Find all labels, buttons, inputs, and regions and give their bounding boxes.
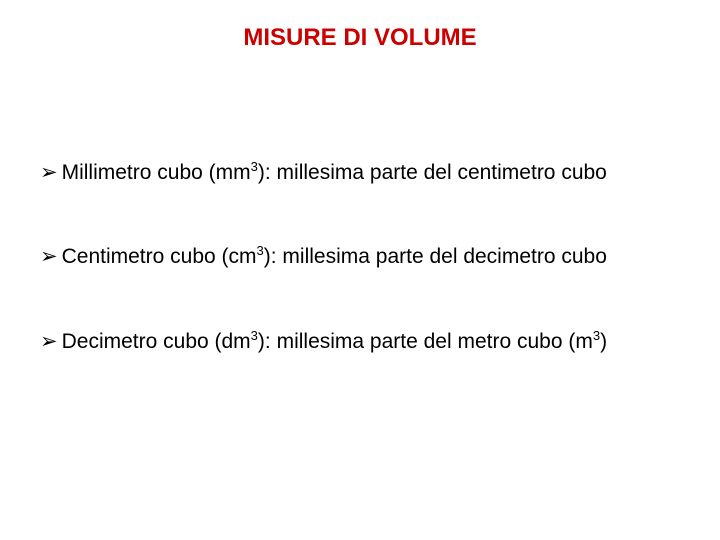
item-text-mid: ): millesima parte del decimetro cubo <box>264 245 607 268</box>
list-item: ➢Millimetro cubo (mm3): millesima parte … <box>40 160 700 186</box>
item-text-pre: Centimetro cubo (cm <box>62 245 257 268</box>
triangle-bullet-icon: ➢ <box>40 160 58 186</box>
slide-page: MISURE DI VOLUME ➢Millimetro cubo (mm3):… <box>0 0 720 540</box>
list-item: ➢Centimetro cubo (cm3): millesima parte … <box>40 244 700 270</box>
item-sup1: 3 <box>257 243 264 258</box>
item-text-mid: ): millesima parte del metro cubo (m <box>258 330 593 353</box>
item-text-post: ) <box>600 330 607 353</box>
page-title: MISURE DI VOLUME <box>0 24 720 52</box>
triangle-bullet-icon: ➢ <box>40 329 58 355</box>
bullet-list: ➢Millimetro cubo (mm3): millesima parte … <box>40 160 700 413</box>
item-sup1: 3 <box>251 328 258 343</box>
item-text-mid: ): millesima parte del centimetro cubo <box>258 161 607 184</box>
item-text-pre: Decimetro cubo (dm <box>62 330 251 353</box>
triangle-bullet-icon: ➢ <box>40 244 58 270</box>
item-sup1: 3 <box>251 159 258 174</box>
list-item: ➢Decimetro cubo (dm3): millesima parte d… <box>40 329 700 355</box>
item-text-pre: Millimetro cubo (mm <box>62 161 251 184</box>
